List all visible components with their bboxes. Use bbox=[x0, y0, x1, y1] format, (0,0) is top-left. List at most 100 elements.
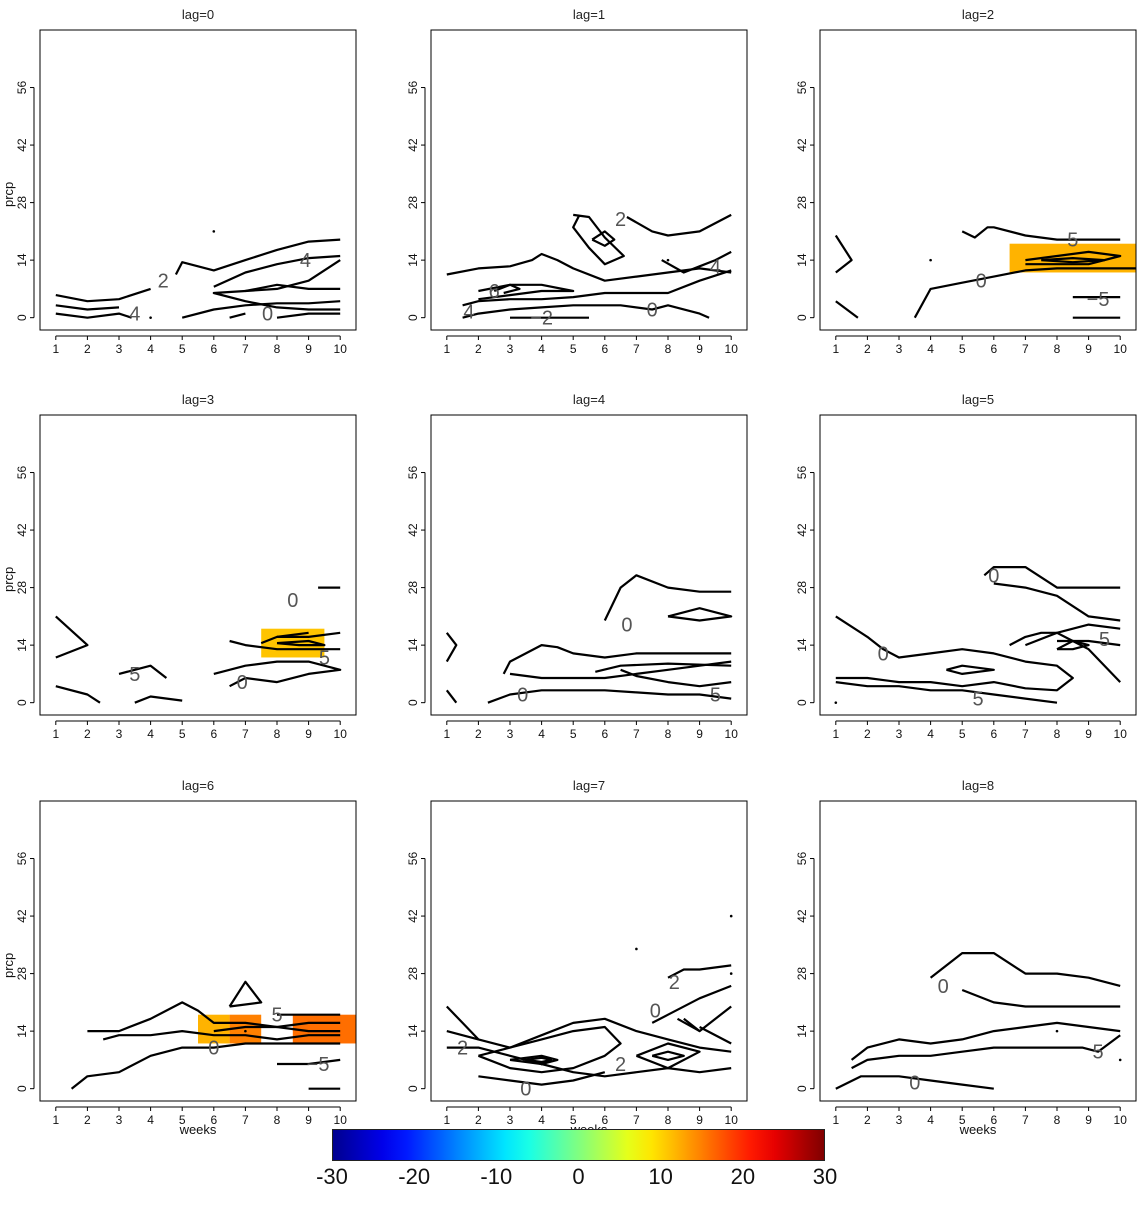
x-tick-label: 9 bbox=[305, 727, 312, 741]
y-tick-label: 42 bbox=[406, 138, 420, 152]
y-axis-title: prcp bbox=[1, 182, 16, 207]
panel-title: lag=1 bbox=[572, 7, 606, 22]
x-tick-label: 4 bbox=[147, 727, 154, 741]
x-tick-label: 6 bbox=[990, 342, 997, 356]
contour-label: 4 bbox=[710, 256, 721, 278]
contour-line bbox=[446, 1005, 732, 1053]
x-tick-label: 2 bbox=[864, 1113, 871, 1127]
x-tick-label: 5 bbox=[179, 1113, 186, 1127]
contour-label: 0 bbox=[938, 976, 949, 998]
contour-line bbox=[277, 1058, 341, 1066]
y-tick-label: 28 bbox=[15, 967, 29, 981]
x-tick-label: 10 bbox=[1114, 727, 1128, 741]
y-tick-label: 28 bbox=[795, 581, 809, 595]
y-tick-label: 56 bbox=[406, 852, 420, 866]
x-tick-label: 7 bbox=[1022, 1113, 1029, 1127]
x-tick-label: 2 bbox=[475, 727, 482, 741]
x-tick-label: 6 bbox=[210, 1113, 217, 1127]
x-tick-label: 6 bbox=[990, 1113, 997, 1127]
y-tick-label: 56 bbox=[15, 81, 29, 95]
plot-frame bbox=[430, 414, 748, 716]
x-tick-label: 1 bbox=[832, 342, 839, 356]
y-tick-label: 28 bbox=[15, 581, 29, 595]
contour-label: 5 bbox=[271, 1005, 282, 1027]
contour-line bbox=[502, 644, 732, 675]
contour-line bbox=[212, 259, 341, 311]
x-tick-label: 7 bbox=[242, 1113, 249, 1127]
contour-line bbox=[493, 283, 521, 295]
contour-label: 2 bbox=[669, 972, 680, 994]
contour-label: −5 bbox=[307, 1054, 330, 1076]
plot-frame bbox=[39, 800, 357, 1102]
contour-line bbox=[1057, 639, 1121, 647]
contour-line bbox=[446, 252, 732, 282]
y-axis-title: prcp bbox=[1, 953, 16, 978]
contour-line bbox=[478, 1071, 606, 1086]
y-tick-label: 14 bbox=[795, 638, 809, 652]
contour-line bbox=[213, 1021, 341, 1033]
x-tick-label: 6 bbox=[601, 342, 608, 356]
contour-label: 5 bbox=[972, 689, 983, 711]
plot-frame bbox=[430, 29, 748, 331]
contour-line bbox=[134, 695, 183, 704]
x-tick-label: 6 bbox=[210, 342, 217, 356]
contour-line bbox=[462, 269, 732, 307]
contour-label: 0 bbox=[988, 565, 999, 587]
y-tick-label: 14 bbox=[795, 253, 809, 267]
y-tick-label: 28 bbox=[406, 196, 420, 210]
x-tick-label: 10 bbox=[334, 342, 348, 356]
y-tick-label: 42 bbox=[795, 138, 809, 152]
contour-line bbox=[525, 1056, 553, 1064]
x-tick-label: 2 bbox=[864, 727, 871, 741]
x-tick-label: 3 bbox=[116, 727, 123, 741]
y-axis-title: prcp bbox=[1, 567, 16, 592]
contour-line bbox=[260, 631, 341, 645]
contour-line bbox=[835, 1075, 994, 1090]
x-tick-label: 7 bbox=[633, 1113, 640, 1127]
panel-title: lag=6 bbox=[181, 778, 215, 793]
plot-frame bbox=[39, 414, 357, 716]
y-tick-label: 42 bbox=[795, 523, 809, 537]
y-tick-label: 28 bbox=[795, 967, 809, 981]
contour-line bbox=[699, 1026, 732, 1045]
contour-line bbox=[850, 1021, 1121, 1061]
plot-frame bbox=[39, 29, 357, 331]
contour-line bbox=[591, 230, 616, 247]
x-tick-label: 3 bbox=[896, 342, 903, 356]
contour-line bbox=[661, 250, 732, 274]
x-tick-label: 1 bbox=[52, 727, 59, 741]
panel-title: lag=2 bbox=[961, 7, 995, 22]
contour-label: 4 bbox=[463, 302, 474, 324]
contour-label: 0 bbox=[621, 615, 632, 637]
contour-line bbox=[55, 615, 89, 659]
x-tick-label: 7 bbox=[1022, 342, 1029, 356]
contour-line bbox=[983, 566, 1121, 589]
x-tick-label: 8 bbox=[1054, 1113, 1061, 1127]
x-tick-label: 5 bbox=[959, 342, 966, 356]
contour-line bbox=[174, 238, 341, 276]
x-tick-label: 8 bbox=[665, 727, 672, 741]
contour-line bbox=[961, 988, 1121, 1008]
x-tick-label: 3 bbox=[507, 1113, 514, 1127]
contour-label: 5 bbox=[129, 664, 140, 686]
contour-dot bbox=[1118, 1058, 1122, 1062]
y-tick-label: 14 bbox=[406, 638, 420, 652]
x-tick-label: 10 bbox=[334, 727, 348, 741]
contour-label: 6 bbox=[489, 281, 500, 303]
y-tick-label: 14 bbox=[406, 1024, 420, 1038]
contour-line bbox=[946, 664, 995, 675]
contour-line bbox=[651, 984, 732, 1024]
contour-label: 2 bbox=[615, 209, 626, 231]
x-tick-label: 2 bbox=[84, 727, 91, 741]
y-tick-label: 56 bbox=[406, 81, 420, 95]
contour-label: 0 bbox=[237, 672, 248, 694]
x-tick-label: 10 bbox=[1114, 1113, 1128, 1127]
y-tick-label: 42 bbox=[15, 523, 29, 537]
contour-line bbox=[835, 300, 859, 319]
colorbar-tick-label: 20 bbox=[730, 1164, 756, 1189]
x-tick-label: 2 bbox=[475, 342, 482, 356]
x-tick-label: 9 bbox=[1085, 1113, 1092, 1127]
